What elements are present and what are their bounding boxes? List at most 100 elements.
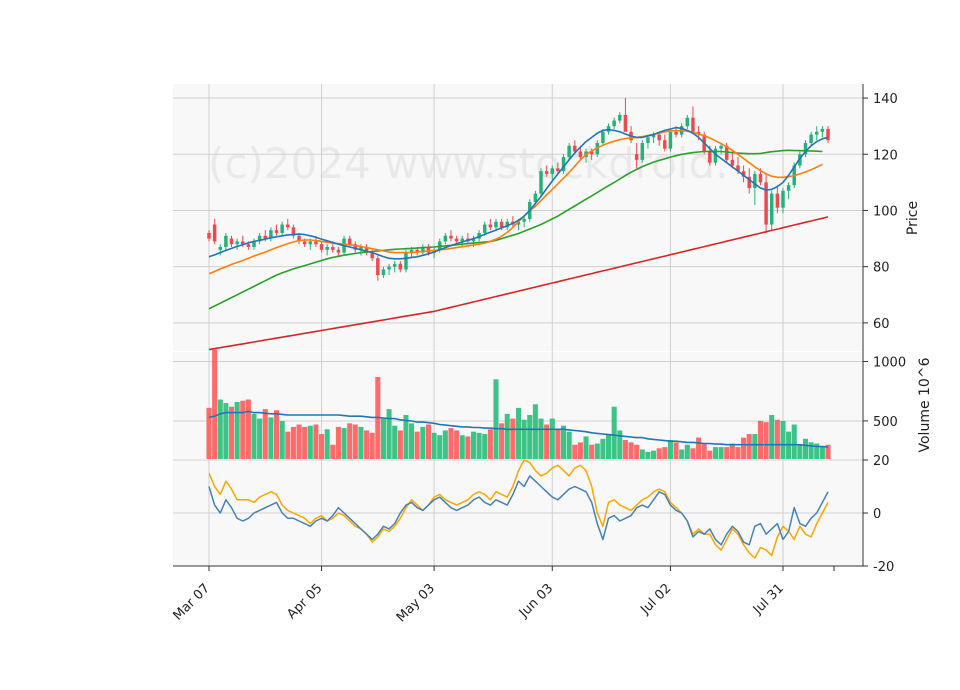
candle-body <box>634 154 639 160</box>
volume-bar <box>386 409 392 459</box>
volume-bar <box>369 432 375 459</box>
osc-tick-label: -20 <box>873 560 894 575</box>
candle-body <box>370 252 374 259</box>
volume-bar <box>240 400 246 459</box>
candle-body <box>753 173 757 188</box>
volume-tick-label: 500 <box>873 415 898 430</box>
price-tick-label: 80 <box>873 261 890 276</box>
osc-tick-label: 20 <box>873 454 890 469</box>
candle-body <box>640 143 645 160</box>
volume-bar <box>667 439 673 459</box>
volume-bar <box>228 406 235 459</box>
candle-body <box>319 244 324 250</box>
volume-bar <box>448 428 454 459</box>
candle-body <box>235 241 239 245</box>
ma-long-line <box>208 149 823 310</box>
volume-bar <box>566 431 572 459</box>
volume-bar <box>651 450 657 459</box>
candle-body <box>516 221 521 225</box>
volume-bar <box>611 406 617 459</box>
candle-body <box>212 224 217 242</box>
candle-body <box>336 249 341 253</box>
volume-bar <box>212 349 218 459</box>
volume-bar <box>504 413 510 459</box>
volume-bar <box>262 409 268 459</box>
candle-body <box>257 235 262 242</box>
volume-bar <box>752 434 758 459</box>
candle-body <box>421 247 425 253</box>
candle-body <box>325 247 329 250</box>
volume-bar <box>313 424 319 459</box>
price-tick-label: 120 <box>873 148 898 163</box>
candle-body <box>578 151 583 158</box>
candle-body <box>781 190 785 208</box>
candle-body <box>331 247 335 250</box>
price-tick-label: 140 <box>873 92 898 107</box>
volume-bar <box>690 448 696 459</box>
volume-bar <box>589 444 595 459</box>
volume-bar <box>572 444 578 459</box>
volume-bar <box>819 445 825 459</box>
candle-body <box>409 249 414 253</box>
volume-bar <box>825 444 831 459</box>
volume-tick-label: 1000 <box>873 356 906 371</box>
volume-bar <box>746 434 752 459</box>
candle-body <box>224 235 228 248</box>
candle-body <box>657 134 661 141</box>
volume-bar <box>757 420 764 459</box>
volume-bar <box>324 429 330 459</box>
candle-body <box>471 238 476 242</box>
candle-body <box>398 263 403 270</box>
candle-body <box>426 247 431 253</box>
volume-bar <box>696 437 702 459</box>
candle-body <box>454 238 459 242</box>
volume-bar <box>302 426 308 459</box>
candle-body <box>449 235 453 239</box>
volume-bar <box>802 438 809 459</box>
volume-bar <box>814 443 820 459</box>
volume-bar <box>397 430 403 459</box>
volume-bar <box>257 418 263 459</box>
candle-body <box>482 224 487 233</box>
candle-body <box>708 151 712 163</box>
candle-body <box>764 182 768 225</box>
candle-body <box>544 171 549 174</box>
candle-body <box>663 140 667 149</box>
volume-bar <box>628 442 634 459</box>
candle-body <box>252 241 256 248</box>
price-panel <box>173 84 863 351</box>
volume-bar <box>403 415 409 459</box>
candle-body <box>826 128 830 141</box>
candle-body <box>499 221 504 228</box>
volume-bar <box>662 447 668 459</box>
candle-body <box>494 221 498 228</box>
ma-short-line <box>208 126 829 260</box>
volume-bar <box>234 401 240 459</box>
volume-bar <box>245 399 251 459</box>
volume-bar <box>454 430 460 459</box>
x-tick-label: Mar 07 <box>170 581 213 624</box>
candle-body <box>241 241 245 245</box>
candle-body <box>246 244 251 248</box>
candle-body <box>601 131 605 144</box>
volume-bar <box>414 431 420 459</box>
candle-body <box>809 134 813 144</box>
volume-bar <box>268 417 274 459</box>
candle-body <box>561 157 566 172</box>
volume-bar <box>358 426 364 459</box>
candle-body <box>674 131 678 135</box>
indicator-lines <box>208 126 829 559</box>
volume-bar <box>279 420 285 459</box>
volume-bar <box>223 403 229 459</box>
volume-bar <box>712 447 718 459</box>
candle-body <box>353 244 358 250</box>
candle-body <box>747 176 751 188</box>
candle-body <box>286 224 290 228</box>
volume-bar <box>594 443 600 459</box>
volume-bar <box>718 447 724 459</box>
volume-bar <box>729 443 735 459</box>
volume-bar <box>493 379 499 459</box>
candle-body <box>719 145 723 149</box>
candle-body <box>460 238 464 242</box>
